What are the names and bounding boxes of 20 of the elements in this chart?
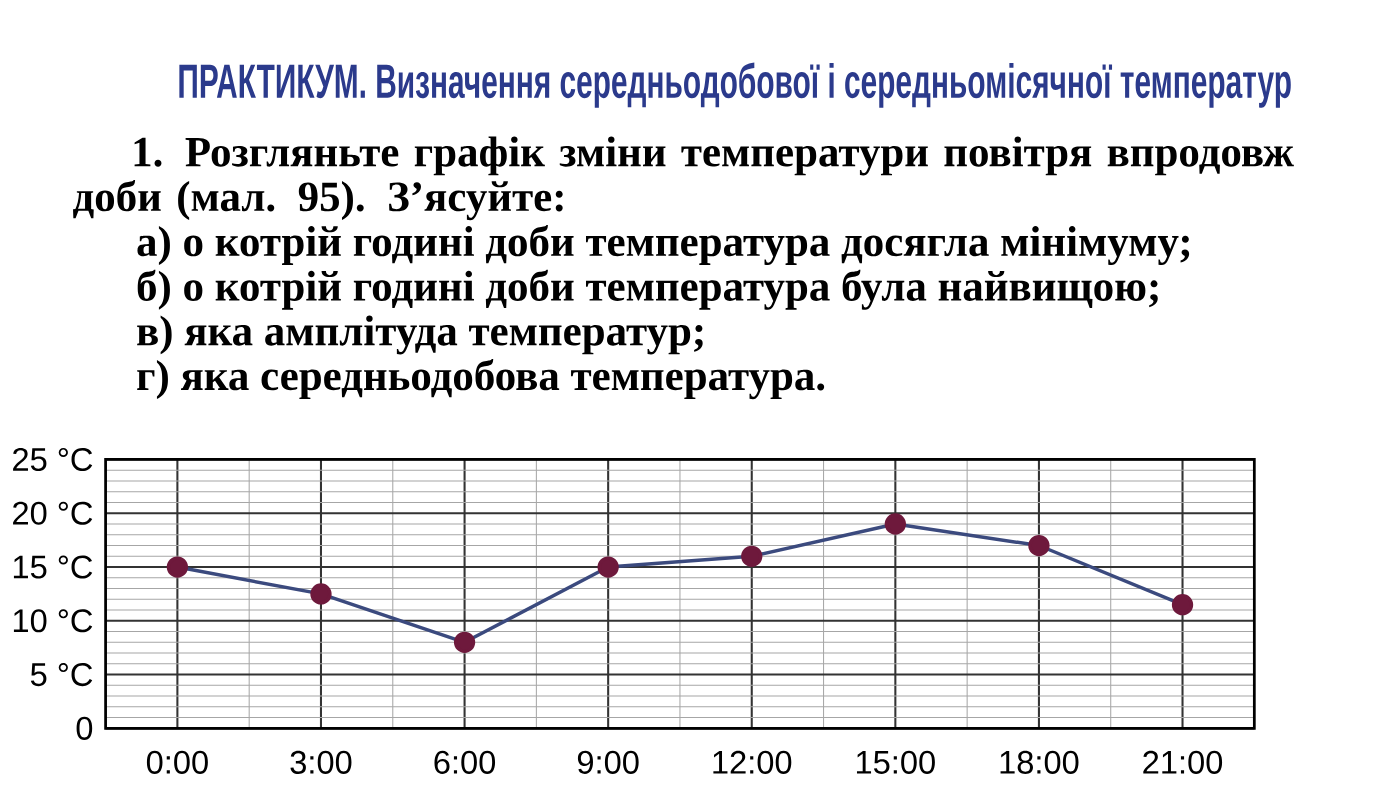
x-tick-label: 0:00 [146, 750, 208, 774]
y-tick-label: 15 °C [13, 555, 93, 579]
y-tick-label: 25 °C [13, 447, 93, 472]
x-tick-label: 6:00 [434, 750, 496, 774]
chart-title: ПРАКТИКУМ. Визначення середньодобової і середньомісячної температур [179, 62, 1291, 108]
text: 1. Розгляньте графік зміни температури повітря впродовж доби (мал. 95). З’ясуйте: [73, 136, 1294, 221]
x-tick-label: 15:00 [856, 750, 935, 774]
y-tick-label: 10 °C [13, 609, 93, 633]
y-tick-label: 5 °C [30, 663, 93, 687]
x-tick-label: 12:00 [713, 750, 792, 774]
text: а) о котрій годині доби температура досягла мінімуму; [137, 225, 1190, 266]
y-tick-label: 20 °C [13, 501, 93, 525]
y-tick-label: 0 [76, 716, 93, 740]
text: в) яка амплітуда температур; [137, 315, 703, 355]
text: г) яка середньодобова температура. [137, 359, 825, 400]
text: б) о котрій годині доби температура була найвищою; [137, 269, 1158, 310]
x-tick-label: 3:00 [290, 750, 352, 774]
x-tick-label: 18:00 [1000, 750, 1079, 774]
x-tick-label: 9:00 [577, 750, 639, 774]
x-tick-label: 21:00 [1143, 750, 1223, 774]
